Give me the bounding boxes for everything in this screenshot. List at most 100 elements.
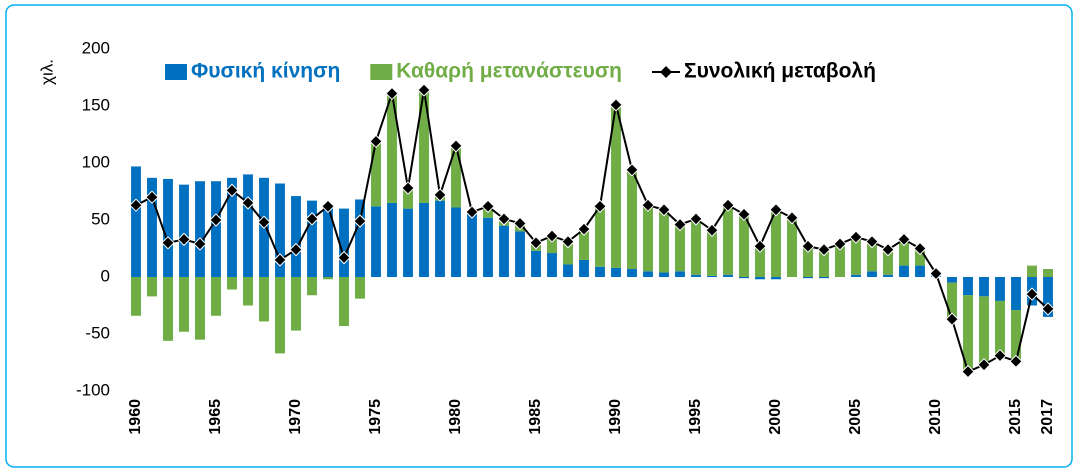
bar <box>851 274 861 277</box>
bar <box>819 248 829 277</box>
bar <box>403 208 413 277</box>
bar <box>419 90 429 203</box>
bar <box>275 183 285 277</box>
line-marker <box>753 239 767 253</box>
y-tick-label: 50 <box>91 209 110 228</box>
line-marker <box>705 223 719 237</box>
bar <box>403 188 413 209</box>
bar <box>739 213 749 277</box>
bar <box>371 141 381 207</box>
frame <box>5 4 1073 468</box>
x-tick-label: 2017 <box>1039 399 1056 435</box>
y-tick-label: -100 <box>76 380 110 399</box>
line-marker <box>353 214 367 228</box>
bar <box>691 274 701 277</box>
bar <box>979 277 989 297</box>
line-marker <box>769 203 783 217</box>
bar <box>563 264 573 277</box>
line-marker <box>1025 287 1039 301</box>
y-tick-label: 200 <box>82 38 110 57</box>
line-marker <box>961 364 975 379</box>
bar <box>595 266 605 277</box>
line-marker <box>657 203 671 217</box>
bar <box>1043 277 1053 317</box>
bar <box>995 300 1005 356</box>
bar <box>851 237 861 275</box>
line-marker <box>161 236 175 250</box>
x-tick-label: 1970 <box>287 399 304 435</box>
bar <box>147 177 157 277</box>
line-marker <box>945 312 959 326</box>
bar <box>291 277 301 331</box>
bar <box>243 277 253 306</box>
x-tick-label: 1975 <box>367 399 384 435</box>
y-axis-label: χιλ. <box>37 59 56 85</box>
bar <box>963 295 973 372</box>
bar <box>1011 310 1021 362</box>
line-marker <box>177 232 191 247</box>
y-tick-label: -50 <box>85 323 110 342</box>
bar <box>131 277 141 316</box>
bar <box>659 272 669 277</box>
bar <box>307 200 317 277</box>
bar <box>547 235 557 254</box>
line-marker <box>145 190 159 204</box>
x-tick-label: 2000 <box>767 399 784 435</box>
line-marker <box>513 216 527 231</box>
bar <box>883 249 893 275</box>
legend-label: Καθαρή μετανάστευση <box>396 60 622 83</box>
bar <box>499 225 509 277</box>
bar <box>131 166 141 277</box>
legend-swatch <box>165 64 187 80</box>
bar <box>803 277 813 279</box>
line-marker <box>593 199 607 214</box>
line-marker <box>529 236 543 250</box>
bar <box>723 205 733 275</box>
bar <box>1011 277 1021 311</box>
line-marker <box>881 242 895 257</box>
bar <box>963 277 973 296</box>
line-marker <box>865 234 879 249</box>
line-marker <box>433 188 447 202</box>
bar <box>435 200 445 277</box>
bar <box>595 206 605 267</box>
x-tick-label: 1995 <box>687 399 704 435</box>
bar <box>899 239 909 266</box>
bar <box>163 178 173 277</box>
bar <box>771 207 781 277</box>
bar <box>947 277 957 283</box>
line-marker <box>1009 354 1023 369</box>
line-marker <box>561 234 575 249</box>
bar <box>451 207 461 277</box>
bar <box>659 209 669 273</box>
bar <box>227 177 237 277</box>
bar <box>531 250 541 277</box>
bar <box>819 277 829 279</box>
bar <box>803 245 813 277</box>
line-marker <box>913 241 927 256</box>
bar <box>211 277 221 316</box>
line-marker <box>721 198 735 212</box>
bar <box>291 196 301 277</box>
line-marker <box>417 83 431 97</box>
line-marker <box>1041 302 1055 316</box>
bar <box>643 205 653 272</box>
bar <box>867 241 877 272</box>
legend-swatch <box>370 64 393 80</box>
line-marker <box>129 198 143 212</box>
line-marker <box>801 239 815 253</box>
line-marker <box>977 358 991 372</box>
bar <box>195 181 205 277</box>
line-marker <box>577 222 591 236</box>
line-marker <box>193 237 207 251</box>
bar <box>323 277 333 280</box>
bar <box>755 277 765 280</box>
bar <box>243 174 253 277</box>
bar <box>211 181 221 277</box>
bar <box>339 277 349 327</box>
bar <box>899 265 909 277</box>
x-tick-label: 1980 <box>447 399 464 435</box>
bar <box>339 208 349 277</box>
line-marker <box>401 181 415 195</box>
line-marker <box>257 215 271 229</box>
